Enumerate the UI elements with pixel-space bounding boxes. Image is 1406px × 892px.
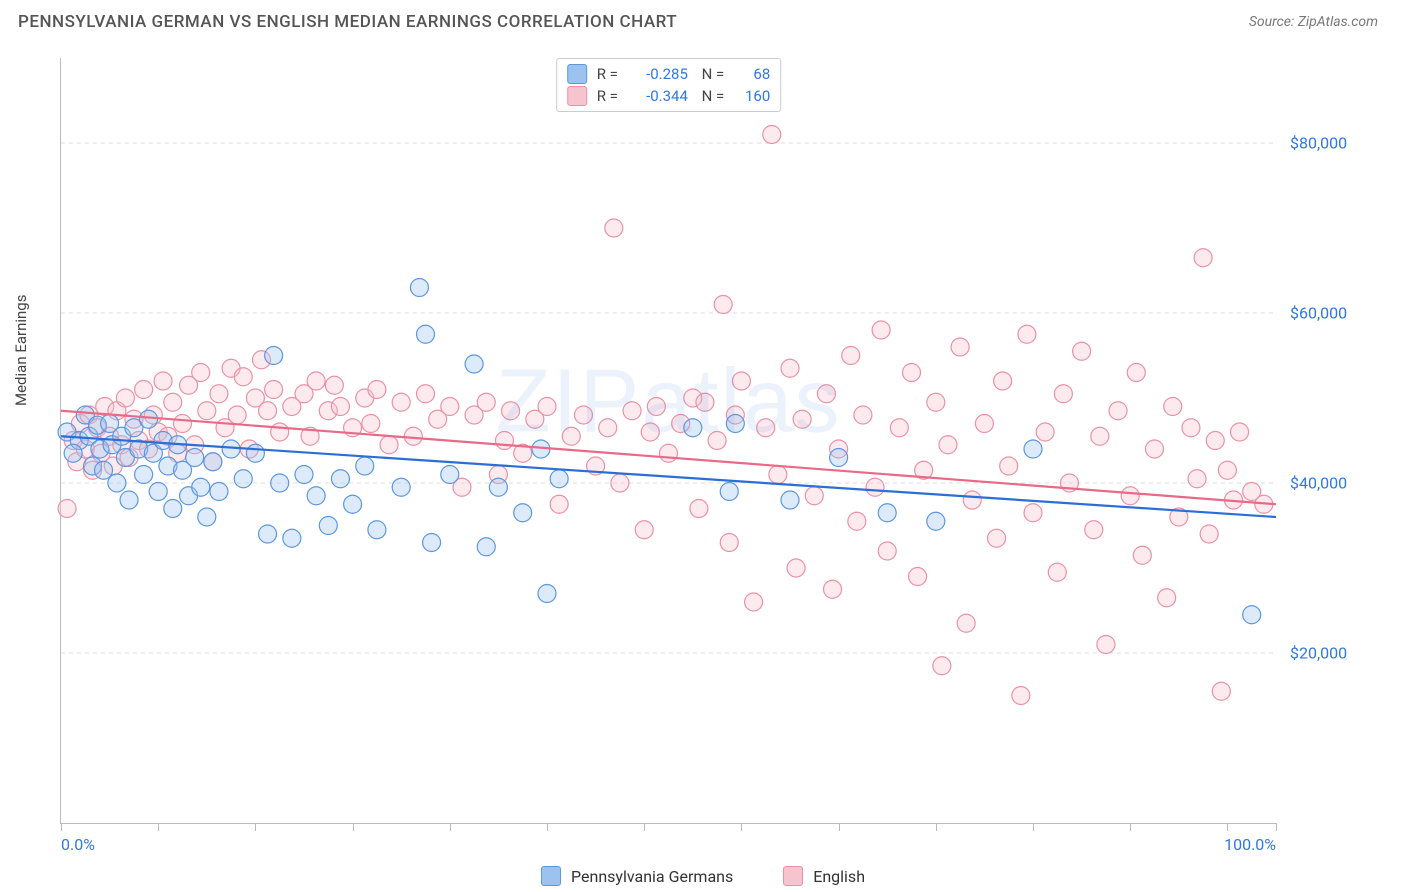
- stat-R-value: -0.344: [628, 87, 688, 105]
- source-label: Source: ZipAtlas.com: [1249, 14, 1378, 30]
- legend-swatch: [567, 86, 587, 106]
- x-tick-label: 100.0%: [1224, 835, 1276, 854]
- chart-title: PENNSYLVANIA GERMAN VS ENGLISH MEDIAN EA…: [18, 12, 677, 32]
- stat-R-label: R =: [597, 65, 618, 83]
- stat-R-label: R =: [597, 87, 618, 105]
- y-tick-label: $20,000: [1290, 644, 1347, 663]
- legend-bottom: Pennsylvania Germans English: [0, 866, 1406, 886]
- stats-row: R = -0.285 N = 68: [567, 63, 771, 85]
- trend-layer: [61, 58, 1276, 823]
- legend-item: Pennsylvania Germans: [541, 866, 733, 886]
- legend-label: English: [813, 867, 865, 886]
- legend-swatch: [541, 866, 561, 886]
- y-tick-label: $40,000: [1290, 474, 1347, 493]
- stats-row: R = -0.344 N = 160: [567, 85, 771, 107]
- y-axis-label: Median Earnings: [12, 295, 30, 406]
- trend-line: [61, 411, 1276, 505]
- x-tick-label: 0.0%: [61, 835, 95, 854]
- stat-R-value: -0.285: [628, 65, 688, 83]
- plot-region: ZIPatlas R = -0.285 N = 68 R = -0.344 N …: [60, 58, 1276, 824]
- legend-label: Pennsylvania Germans: [571, 867, 733, 886]
- legend-item: English: [783, 866, 865, 886]
- trend-line: [61, 436, 1276, 517]
- stat-N-value: 68: [734, 65, 770, 83]
- stat-N-value: 160: [734, 87, 770, 105]
- legend-swatch: [567, 64, 587, 84]
- legend-swatch: [783, 866, 803, 886]
- stat-N-label: N =: [698, 87, 724, 105]
- stat-N-label: N =: [698, 65, 724, 83]
- y-tick-label: $60,000: [1290, 304, 1347, 323]
- y-tick-label: $80,000: [1290, 134, 1347, 153]
- chart-area: Median Earnings ZIPatlas R = -0.285 N = …: [18, 48, 1386, 844]
- correlation-stats-box: R = -0.285 N = 68 R = -0.344 N = 160: [556, 58, 782, 112]
